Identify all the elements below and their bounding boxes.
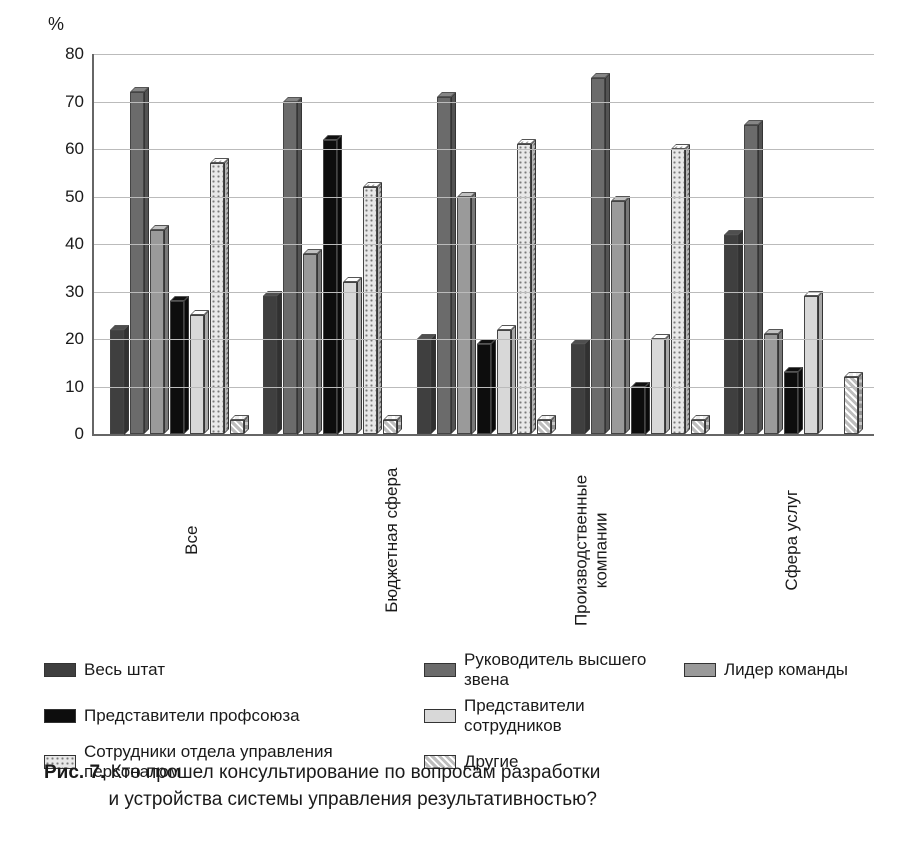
bar [495,330,513,435]
legend-item: Представители профсоюза [44,696,424,736]
legend-swatch [684,663,716,677]
grid-line [94,387,874,388]
y-tick-label: 70 [44,92,84,112]
bar-group [108,92,246,434]
bar [455,197,473,435]
y-tick-label: 20 [44,329,84,349]
bar [228,420,246,434]
legend-label: Весь штат [84,660,165,680]
legend-swatch [424,663,456,677]
bar [321,140,339,435]
category-label: Производственные компании [492,440,692,650]
legend-label: Представители профсоюза [84,706,300,726]
grid-line [94,102,874,103]
legend-item: Представители сотрудников [424,696,684,736]
bar [108,330,126,435]
bar [281,102,299,435]
legend-item [684,696,884,736]
category-label: Сфера услуг [692,440,892,650]
y-tick-label: 10 [44,377,84,397]
bar [629,387,647,435]
bar [341,282,359,434]
legend-label: Руководитель высшего звена [464,650,684,690]
bar [475,344,493,434]
bar [535,420,553,434]
bar [361,187,379,434]
bar [168,301,186,434]
bar [128,92,146,434]
bar [148,230,166,434]
bar-group [261,102,399,435]
category-label: Некоммерческая деятельность [892,440,907,650]
legend-item: Руководитель высшего звена [424,650,684,690]
y-tick-label: 40 [44,234,84,254]
figure-container: % 01020304050607080 ВсеБюджетная сфераПр… [0,0,907,842]
grid-line [94,244,874,245]
figure-caption: Рис. 7. Кто прошел консультирование по в… [44,760,600,813]
legend-item: Весь штат [44,650,424,690]
legend-item [684,742,884,782]
bar [782,372,800,434]
y-tick-label: 80 [44,44,84,64]
bar [722,235,740,435]
legend-item: Лидер команды [684,650,884,690]
bar-group [722,125,860,434]
bar-group [415,97,553,434]
legend-label: Представители сотрудников [464,696,684,736]
category-label: Бюджетная сфера [292,440,492,650]
bar-group [569,78,707,434]
y-axis-unit: % [48,14,64,35]
bar [569,344,587,434]
y-tick-label: 50 [44,187,84,207]
bar [589,78,607,434]
bar [609,201,627,434]
grid-line [94,54,874,55]
grid-line [94,197,874,198]
legend-label: Лидер команды [724,660,848,680]
bar [188,315,206,434]
bar [261,296,279,434]
legend-swatch [424,709,456,723]
y-tick-label: 0 [44,424,84,444]
grid-line [94,339,874,340]
category-labels: ВсеБюджетная сфераПроизводственные компа… [92,440,872,650]
bar [802,296,820,434]
bar [762,334,780,434]
legend-swatch [44,709,76,723]
grid-line [94,149,874,150]
category-label: Все [92,440,292,650]
bar [208,163,226,434]
y-tick-label: 30 [44,282,84,302]
legend-swatch [44,663,76,677]
bar [689,420,707,434]
grid-line [94,292,874,293]
bar [742,125,760,434]
bar [301,254,319,435]
y-tick-label: 60 [44,139,84,159]
plot-area: 01020304050607080 [92,54,874,436]
bar [381,420,399,434]
bar [435,97,453,434]
bar [515,144,533,434]
